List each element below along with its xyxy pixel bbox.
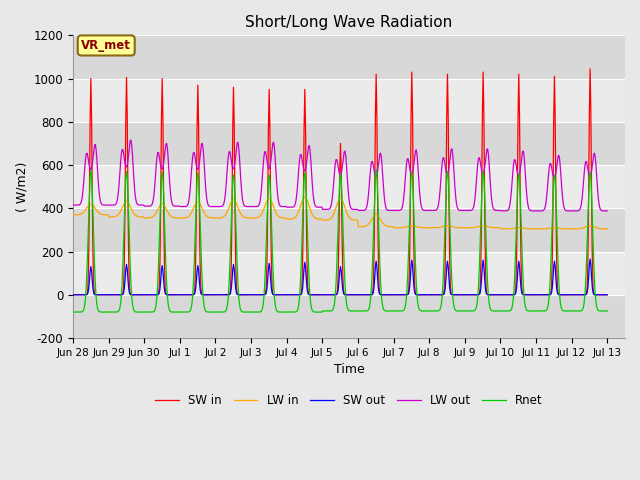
LW in xyxy=(134,214,141,219)
LW in xyxy=(216,215,224,221)
LW out xyxy=(127,137,135,143)
SW in xyxy=(69,292,77,298)
LW in xyxy=(301,194,308,200)
X-axis label: Time: Time xyxy=(333,363,364,376)
Rnet xyxy=(604,308,611,314)
Text: VR_met: VR_met xyxy=(81,39,131,52)
Line: LW in: LW in xyxy=(73,197,607,229)
SW in xyxy=(79,292,86,298)
Bar xyxy=(73,295,625,338)
LW out xyxy=(406,164,413,170)
LW out xyxy=(134,202,142,208)
SW out xyxy=(420,292,428,298)
SW in xyxy=(405,284,413,290)
SW out xyxy=(586,256,594,262)
Rnet xyxy=(188,301,196,307)
LW out xyxy=(189,154,196,160)
Bar xyxy=(73,165,625,208)
SW in xyxy=(604,292,611,298)
Line: SW out: SW out xyxy=(73,259,607,295)
LW out xyxy=(79,191,86,196)
SW out xyxy=(79,292,86,298)
Rnet xyxy=(134,309,141,315)
Rnet xyxy=(372,167,380,172)
SW out xyxy=(604,292,611,298)
SW out xyxy=(188,292,196,298)
Title: Short/Long Wave Radiation: Short/Long Wave Radiation xyxy=(245,15,452,30)
Line: SW in: SW in xyxy=(73,69,607,295)
SW out xyxy=(216,292,224,298)
SW in xyxy=(188,292,196,298)
Bar xyxy=(73,36,625,79)
Legend: SW in, LW in, SW out, LW out, Rnet: SW in, LW in, SW out, LW out, Rnet xyxy=(150,389,548,412)
LW out xyxy=(217,204,225,209)
SW out xyxy=(134,292,141,298)
SW out xyxy=(405,290,413,296)
Y-axis label: ( W/m2): ( W/m2) xyxy=(15,161,28,212)
Rnet xyxy=(69,309,77,315)
LW out xyxy=(532,208,540,214)
LW out xyxy=(604,208,611,214)
Bar xyxy=(73,79,625,122)
LW in xyxy=(69,212,77,217)
LW in xyxy=(421,225,429,230)
SW in xyxy=(420,292,428,298)
LW out xyxy=(421,207,429,213)
Rnet xyxy=(216,309,224,315)
SW in xyxy=(134,292,141,298)
LW out xyxy=(69,202,77,208)
SW in xyxy=(586,66,594,72)
Rnet xyxy=(406,215,413,220)
Line: LW out: LW out xyxy=(73,140,607,211)
LW in xyxy=(604,226,611,232)
LW in xyxy=(188,209,196,215)
SW in xyxy=(216,292,224,298)
Line: Rnet: Rnet xyxy=(73,169,607,312)
Bar xyxy=(73,122,625,165)
SW out xyxy=(69,292,77,298)
LW in xyxy=(497,226,505,232)
Rnet xyxy=(79,309,86,314)
LW in xyxy=(406,223,413,229)
Bar xyxy=(73,208,625,252)
Bar xyxy=(73,252,625,295)
LW in xyxy=(79,210,86,216)
Rnet xyxy=(421,308,429,314)
